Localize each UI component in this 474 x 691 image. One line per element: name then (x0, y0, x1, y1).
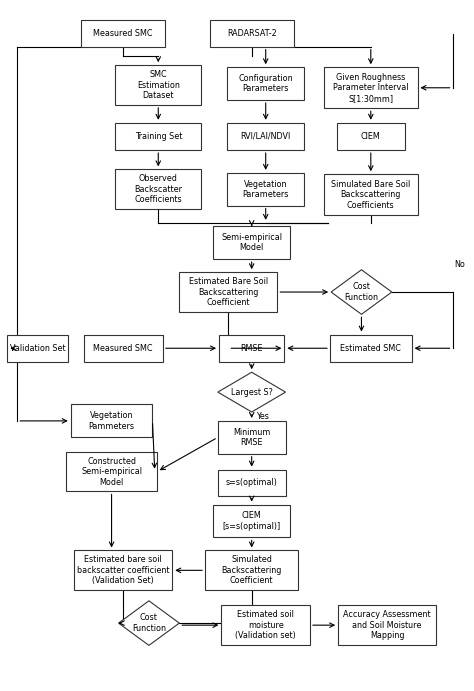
Text: Yes: Yes (256, 412, 269, 421)
Text: SMC
Estimation
Dataset: SMC Estimation Dataset (137, 70, 180, 100)
Text: Semi-empirical
Model: Semi-empirical Model (221, 233, 282, 252)
Text: RADARSAT-2: RADARSAT-2 (227, 29, 276, 38)
FancyBboxPatch shape (324, 67, 418, 108)
Text: Simulated Bare Soil
Backscattering
Coefficients: Simulated Bare Soil Backscattering Coeff… (331, 180, 410, 209)
Text: Simulated
Backscattering
Coefficient: Simulated Backscattering Coefficient (221, 556, 282, 585)
FancyBboxPatch shape (83, 334, 163, 362)
Text: Training Set: Training Set (135, 132, 182, 141)
Text: Observed
Backscatter
Coefficients: Observed Backscatter Coefficients (134, 174, 182, 204)
FancyBboxPatch shape (66, 452, 157, 491)
FancyBboxPatch shape (330, 334, 412, 362)
FancyBboxPatch shape (227, 67, 304, 100)
Text: CIEM: CIEM (361, 132, 381, 141)
Text: Validation Set: Validation Set (10, 343, 65, 352)
FancyBboxPatch shape (81, 20, 165, 47)
FancyBboxPatch shape (8, 334, 68, 362)
Text: CIEM
[s=s(optimal)]: CIEM [s=s(optimal)] (223, 511, 281, 531)
Text: Estimated soil
moisture
(Validation set): Estimated soil moisture (Validation set) (235, 610, 296, 640)
Text: Estimated Bare Soil
Backscattering
Coefficient: Estimated Bare Soil Backscattering Coeff… (189, 277, 268, 307)
Text: Measured SMC: Measured SMC (93, 29, 153, 38)
Text: s=s(optimal): s=s(optimal) (226, 478, 278, 487)
Text: Cost
Function: Cost Function (345, 283, 378, 302)
Text: No: No (454, 260, 465, 269)
FancyBboxPatch shape (324, 174, 418, 216)
Polygon shape (331, 269, 392, 314)
FancyBboxPatch shape (205, 551, 299, 590)
Text: Estimated bare soil
backscatter coefficient
(Validation Set): Estimated bare soil backscatter coeffici… (77, 556, 170, 585)
Text: Minimum
RMSE: Minimum RMSE (233, 428, 270, 447)
FancyBboxPatch shape (115, 123, 201, 150)
FancyBboxPatch shape (213, 226, 290, 259)
FancyBboxPatch shape (213, 504, 290, 538)
FancyBboxPatch shape (74, 551, 172, 590)
Text: Accuracy Assessment
and Soil Moisture
Mapping: Accuracy Assessment and Soil Moisture Ma… (343, 610, 431, 640)
Text: Cost
Function: Cost Function (132, 614, 166, 633)
FancyBboxPatch shape (338, 605, 436, 645)
FancyBboxPatch shape (218, 470, 285, 495)
FancyBboxPatch shape (115, 169, 201, 209)
FancyBboxPatch shape (210, 20, 294, 47)
Text: Vegetation
Parameters: Vegetation Parameters (243, 180, 289, 199)
Text: Largest S?: Largest S? (231, 388, 273, 397)
FancyBboxPatch shape (221, 605, 310, 645)
Text: Measured SMC: Measured SMC (93, 343, 153, 352)
FancyBboxPatch shape (219, 334, 284, 362)
FancyBboxPatch shape (227, 123, 304, 150)
Polygon shape (118, 601, 179, 645)
Text: Estimated SMC: Estimated SMC (340, 343, 401, 352)
Text: RVI/LAI/NDVI: RVI/LAI/NDVI (241, 132, 291, 141)
Polygon shape (218, 372, 285, 412)
Text: RMSE: RMSE (240, 343, 263, 352)
Text: Configuration
Parameters: Configuration Parameters (238, 74, 293, 93)
Text: Constructed
Semi-empirical
Model: Constructed Semi-empirical Model (81, 457, 142, 486)
Text: Given Roughness
Parameter Interval
S[1:30mm]: Given Roughness Parameter Interval S[1:3… (333, 73, 409, 103)
FancyBboxPatch shape (115, 65, 201, 105)
FancyBboxPatch shape (227, 173, 304, 206)
Text: Vegetation
Pammeters: Vegetation Pammeters (89, 411, 135, 430)
FancyBboxPatch shape (179, 272, 277, 312)
FancyBboxPatch shape (337, 123, 405, 150)
FancyBboxPatch shape (71, 404, 153, 437)
FancyBboxPatch shape (218, 421, 285, 454)
